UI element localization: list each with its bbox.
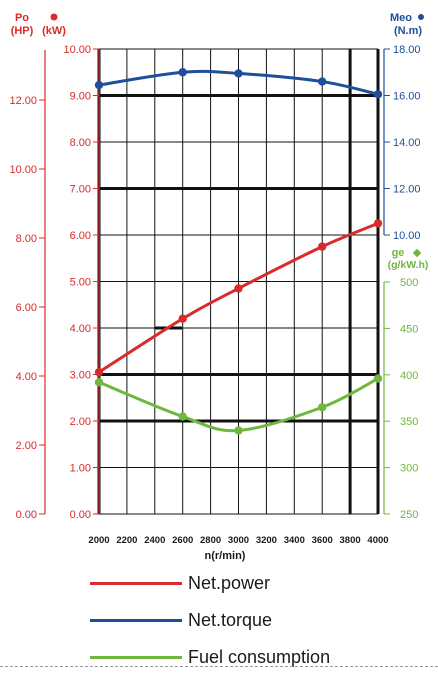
kw-axis-unit: (kW): [42, 25, 66, 37]
data-point-net-power: [373, 219, 383, 228]
hp-tick-label: 2.00: [16, 440, 37, 452]
legend-label-torque: Net.torque: [188, 610, 273, 630]
hp-tick-label: 10.00: [9, 164, 37, 176]
data-point-net-torque: [318, 77, 327, 86]
data-point-fuel-consumption: [373, 374, 383, 383]
axis-labels: 0.00 1.00 2.00 3.00 4.00 5.00 6.00 7.00 8.00 9.00…: [9, 12, 428, 562]
x-tick-label: 2200: [116, 535, 137, 546]
data-point-fuel-consumption: [234, 426, 243, 435]
data-point-net-torque: [94, 80, 104, 90]
data-point-net-power: [318, 242, 327, 251]
hp-axis-unit: (HP): [11, 25, 34, 37]
legend-swatch-torque: [90, 619, 182, 622]
x-tick-label: 3800: [340, 535, 361, 546]
fuel-tick-label: 250: [400, 509, 418, 521]
series: [94, 68, 383, 435]
fuel-tick-label: 300: [400, 463, 418, 475]
legend-swatch-power: [90, 582, 182, 585]
legend-item-power: Net.power: [90, 573, 270, 594]
torque-tick-label: 14.00: [393, 137, 421, 149]
x-tick-label: 2400: [144, 535, 165, 546]
kw-axis-marker: [50, 13, 58, 21]
legend-label-fuel: Fuel consumption: [188, 647, 331, 667]
hp-tick-label: 4.00: [16, 371, 37, 383]
kw-tick-label: 4.00: [70, 323, 91, 335]
torque-axis-marker: [418, 14, 424, 20]
x-tick-label: 2800: [200, 535, 221, 546]
hp-tick-label: 0.00: [16, 509, 37, 521]
fuel-axis-unit: (g/kW.h): [388, 259, 429, 271]
data-point-net-power: [178, 314, 187, 323]
kw-tick-label: 5.00: [70, 277, 91, 289]
x-tick-label: 3600: [312, 535, 333, 546]
x-tick-label: 3400: [284, 535, 305, 546]
x-tick-label: 4000: [367, 535, 388, 546]
data-point-net-torque: [373, 90, 383, 99]
kw-tick-label: 7.00: [70, 184, 91, 196]
data-point-net-torque: [178, 68, 187, 77]
kw-tick-label: 2.00: [70, 416, 91, 428]
hp-tick-label: 6.00: [16, 302, 37, 314]
hp-tick-label: 8.00: [16, 233, 37, 245]
grid: [97, 48, 380, 515]
kw-tick-label: 1.00: [70, 463, 91, 475]
x-tick-label: 3000: [228, 535, 249, 546]
fuel-axis-marker: [412, 248, 422, 258]
data-point-fuel-consumption: [318, 403, 327, 412]
x-tick-label: 3200: [256, 535, 277, 546]
legend-label-power: Net.power: [188, 573, 271, 593]
data-point-fuel-consumption: [178, 412, 187, 421]
torque-axis-title: Meo: [390, 12, 412, 24]
torque-axis-unit: (N.m): [394, 25, 422, 37]
fuel-tick-label: 350: [400, 416, 418, 428]
data-point-net-power: [234, 284, 243, 293]
kw-tick-label: 6.00: [70, 230, 91, 242]
fuel-tick-label: 400: [400, 370, 418, 382]
torque-tick-label: 16.00: [393, 91, 421, 103]
fuel-tick-label: 450: [400, 323, 418, 335]
kw-tick-label: 0.00: [70, 509, 91, 521]
fuel-tick-label: 500: [400, 277, 418, 289]
data-point-net-torque: [234, 69, 243, 78]
hp-axis-title: Po: [15, 12, 29, 24]
bottom-divider: [0, 666, 438, 667]
legend-item-fuel: Fuel consumption: [90, 647, 330, 668]
axes: [39, 48, 390, 515]
data-point-fuel-consumption: [94, 378, 104, 387]
hp-tick-label: 12.00: [9, 95, 37, 107]
kw-tick-label: 8.00: [70, 137, 91, 149]
kw-tick-label: 3.00: [70, 370, 91, 382]
torque-tick-label: 10.00: [393, 230, 421, 242]
kw-tick-label: 10.00: [63, 44, 91, 56]
x-tick-label: 2000: [88, 535, 109, 546]
legend-swatch-fuel: [90, 656, 182, 659]
x-tick-label: 2600: [172, 535, 193, 546]
fuel-axis-title: ge: [392, 247, 405, 259]
x-axis-label: n(r/min): [205, 550, 246, 562]
data-point-net-power: [94, 367, 104, 377]
legend-item-torque: Net.torque: [90, 610, 272, 631]
torque-tick-label: 18.00: [393, 44, 421, 56]
torque-tick-label: 12.00: [393, 184, 421, 196]
kw-tick-label: 9.00: [70, 91, 91, 103]
